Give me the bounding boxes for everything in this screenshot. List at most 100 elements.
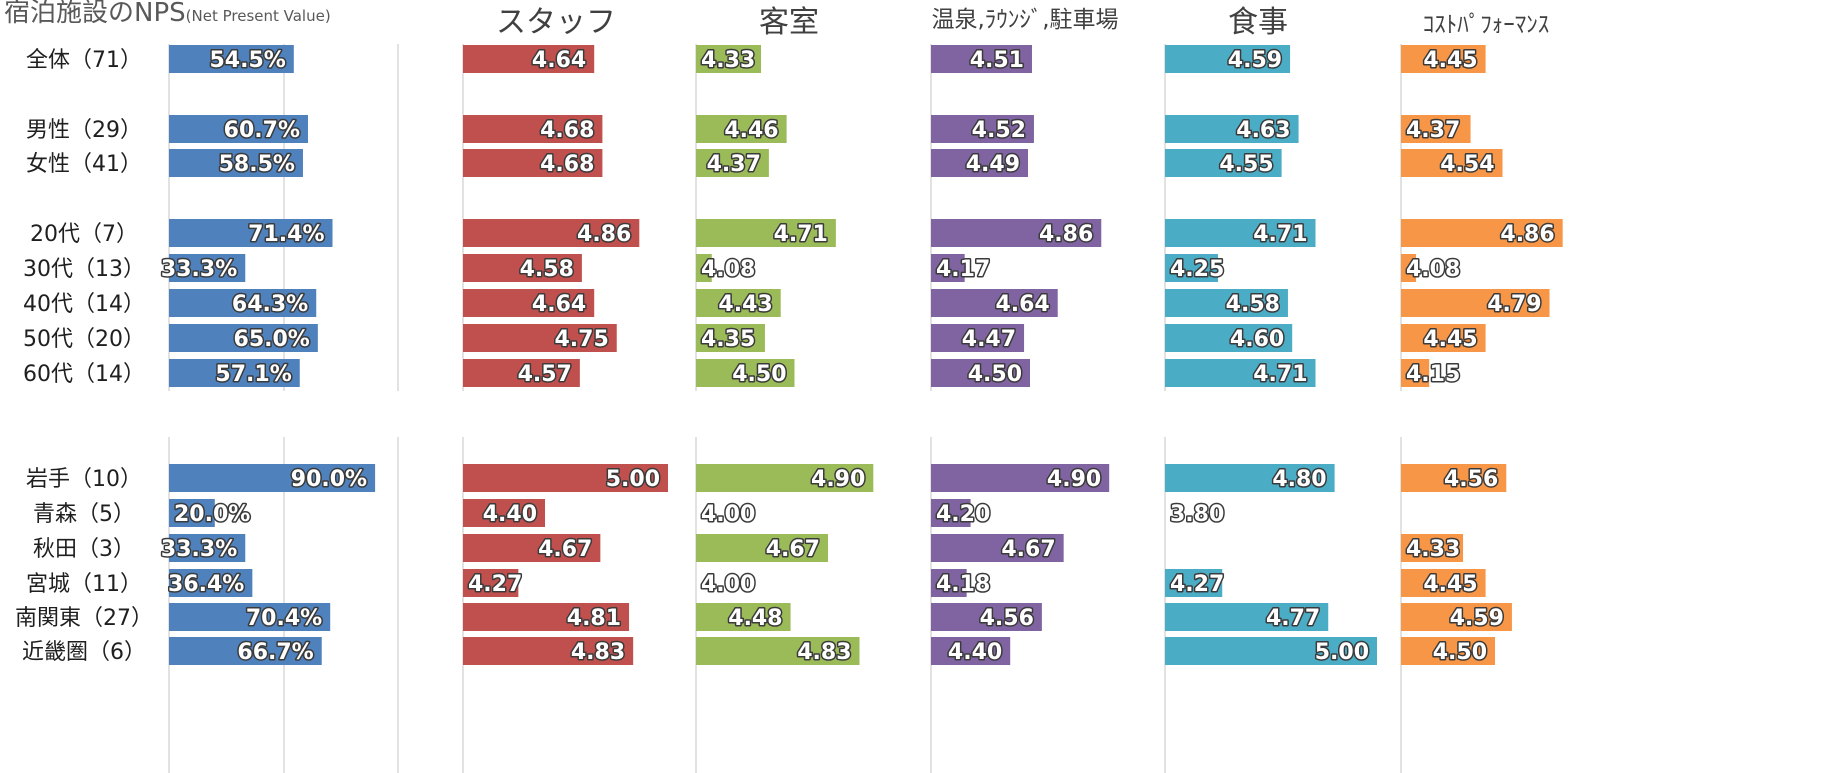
bar-4-近畿圏 [1165,637,1377,665]
bar-5-全体 [1401,45,1486,73]
value-label-1-60代: 4.57 [518,362,572,387]
bar-2-50代 [696,324,765,352]
value-label-2-青森: 4.00 [701,502,755,527]
value-label-2-近畿圏: 4.83 [797,640,851,665]
bar-5-南関東 [1401,603,1512,631]
bar-5-30代 [1401,254,1417,282]
bar-3-20代 [931,219,1102,247]
value-label-4-50代: 4.60 [1230,327,1284,352]
value-label-3-40代: 4.64 [995,292,1049,317]
value-label-4-女性: 4.55 [1219,152,1273,177]
bar-2-南関東 [696,603,791,631]
bar-3-南関東 [931,603,1042,631]
value-label-2-50代: 4.35 [701,327,755,352]
bar-4-全体 [1165,45,1291,73]
value-label-3-岩手: 4.90 [1047,467,1101,492]
bar-4-南関東 [1165,603,1329,631]
bar-3-青森 [931,499,971,527]
panel-header-4: 食事 [1228,5,1288,40]
value-label-2-40代: 4.43 [718,292,772,317]
value-label-3-女性: 4.49 [966,152,1020,177]
value-label-4-岩手: 4.80 [1272,467,1326,492]
value-label-2-南関東: 4.48 [728,606,782,631]
value-label-1-女性: 4.68 [540,152,594,177]
bar-1-南関東 [463,603,630,631]
bar-1-20代 [463,219,640,247]
row-label-南関東: 南関東（27） [15,606,153,631]
bar-3-宮城 [931,569,967,597]
bar-2-岩手 [696,464,874,492]
value-label-3-南関東: 4.56 [980,606,1034,631]
value-label-5-秋田: 4.33 [1406,537,1460,562]
bar-4-50代 [1165,324,1293,352]
value-label-5-全体: 4.45 [1423,48,1477,73]
value-label-3-50代: 4.47 [962,327,1016,352]
value-label-5-60代: 4.15 [1406,362,1460,387]
bar-0-秋田 [169,534,246,562]
value-label-1-20代: 4.86 [577,222,631,247]
value-label-4-20代: 4.71 [1253,222,1307,247]
bar-1-男性 [463,115,603,143]
bar-0-40代 [169,289,317,317]
bar-0-男性 [169,115,309,143]
value-label-1-近畿圏: 4.83 [571,640,625,665]
bar-5-男性 [1401,115,1471,143]
value-label-4-宮城: 4.27 [1170,572,1224,597]
value-label-2-30代: 4.08 [701,257,755,282]
bar-2-40代 [696,289,781,317]
bar-0-近畿圏 [169,637,322,665]
bar-5-秋田 [1401,534,1464,562]
bar-1-岩手 [463,464,668,492]
value-label-1-岩手: 5.00 [606,467,660,492]
value-label-3-60代: 4.50 [968,362,1022,387]
value-label-4-全体: 4.59 [1228,48,1282,73]
value-label-2-20代: 4.71 [774,222,828,247]
value-label-0-50代: 65.0% [234,327,310,352]
value-label-1-男性: 4.68 [540,118,594,143]
bar-0-全体 [169,45,294,73]
bar-2-20代 [696,219,836,247]
bar-3-40代 [931,289,1058,317]
bar-2-全体 [696,45,762,73]
panel-headers: スタッフ 客室 温泉,ﾗｳﾝｼﾞ,駐車場 食事 ｺｽﾄﾊﾟﾌｫｰﾏﾝｽ [496,5,1549,40]
row-label-宮城: 宮城（11） [26,572,142,597]
bar-1-50代 [463,324,617,352]
value-label-4-60代: 4.71 [1253,362,1307,387]
value-label-3-近畿圏: 4.40 [948,640,1002,665]
value-label-5-男性: 4.37 [1406,118,1460,143]
bar-1-近畿圏 [463,637,634,665]
bar-5-40代 [1401,289,1550,317]
value-label-4-30代: 4.25 [1170,257,1224,282]
value-label-0-男性: 60.7% [224,118,300,143]
value-label-2-岩手: 4.90 [811,467,865,492]
bar-5-20代 [1401,219,1563,247]
value-label-0-青森: 20.0% [174,502,250,527]
bar-1-全体 [463,45,595,73]
value-label-1-南関東: 4.81 [567,606,621,631]
panel-header-1: スタッフ [496,5,616,40]
bar-0-南関東 [169,603,331,631]
bar-1-30代 [463,254,582,282]
value-label-5-女性: 4.54 [1440,152,1494,177]
row-label-秋田: 秋田（3） [33,537,135,562]
bar-5-岩手 [1401,464,1507,492]
bar-4-岩手 [1165,464,1335,492]
value-label-0-30代: 33.3% [161,257,237,282]
bar-4-60代 [1165,359,1316,387]
bar-3-男性 [931,115,1034,143]
bar-3-30代 [931,254,965,282]
value-label-0-60代: 57.1% [215,362,291,387]
row-label-30代: 30代（13） [23,257,145,282]
bar-3-秋田 [931,534,1064,562]
row-label-女性: 女性（41） [26,152,142,177]
value-label-2-男性: 4.46 [724,118,778,143]
value-label-3-全体: 4.51 [970,48,1024,73]
bar-3-岩手 [931,464,1110,492]
value-label-0-宮城: 36.4% [168,572,244,597]
row-label-全体: 全体（71） [26,48,142,73]
value-label-5-宮城: 4.45 [1423,572,1477,597]
value-label-2-宮城: 4.00 [701,572,755,597]
bar-2-30代 [696,254,712,282]
value-label-1-宮城: 4.27 [468,572,522,597]
